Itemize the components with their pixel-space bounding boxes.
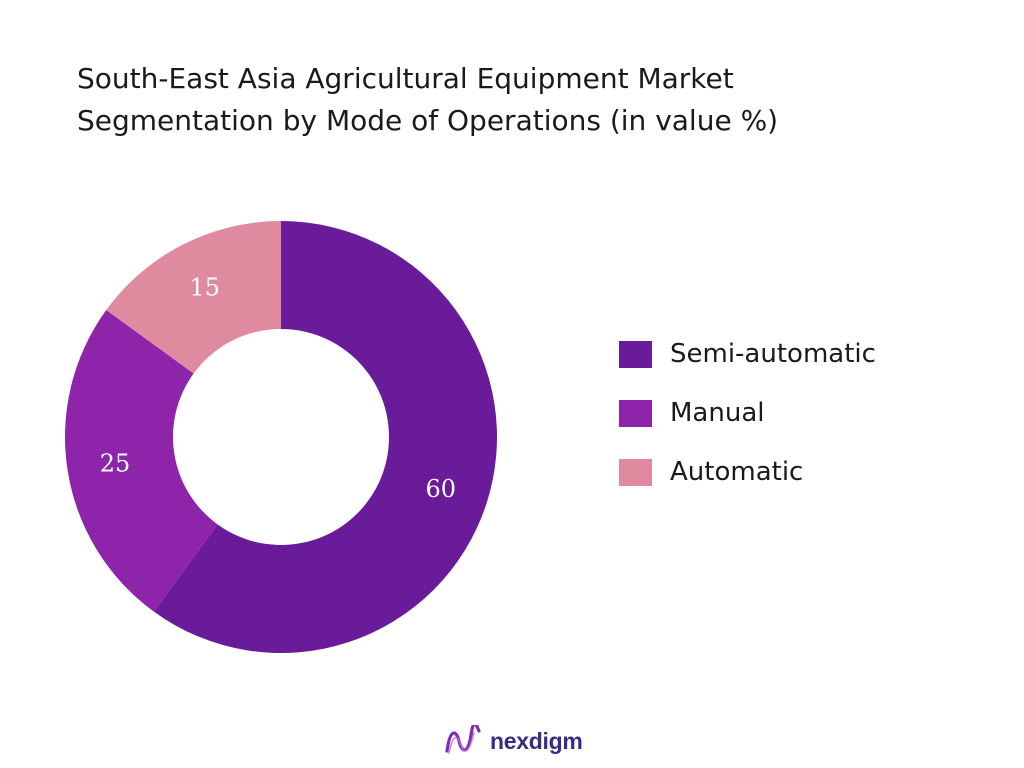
legend-swatch-automatic <box>619 458 652 486</box>
donut-chart: 60 25 15 <box>64 221 498 653</box>
nexdigm-logo-icon <box>445 725 481 754</box>
legend-label-automatic: Automatic <box>670 457 804 487</box>
slice-label-automatic: 15 <box>189 273 220 301</box>
legend-swatch-manual <box>619 399 652 427</box>
slice-automatic <box>106 221 282 374</box>
slice-label-semi-automatic: 60 <box>426 475 457 503</box>
slice-semi-automatic <box>154 221 498 653</box>
chart-title-line-2: Segmentation by Mode of Operations (in v… <box>77 104 779 137</box>
legend-item-semi-automatic: Semi-automatic <box>619 334 876 374</box>
slice-manual <box>64 310 218 612</box>
chart-title: South-East Asia Agricultural Equipment M… <box>77 58 977 142</box>
legend-label-semi-automatic: Semi-automatic <box>670 339 876 369</box>
legend-label-manual: Manual <box>670 398 765 428</box>
legend-item-automatic: Automatic <box>619 452 876 492</box>
chart-title-line-1: South-East Asia Agricultural Equipment M… <box>77 62 734 95</box>
legend-swatch-semi-automatic <box>619 340 652 368</box>
legend-item-manual: Manual <box>619 393 876 433</box>
brand-name: nexdigm <box>490 727 583 754</box>
brand-logo: nexdigm <box>444 723 583 759</box>
chart-legend: Semi-automatic Manual Automatic <box>619 334 876 511</box>
slice-label-manual: 25 <box>100 449 131 477</box>
